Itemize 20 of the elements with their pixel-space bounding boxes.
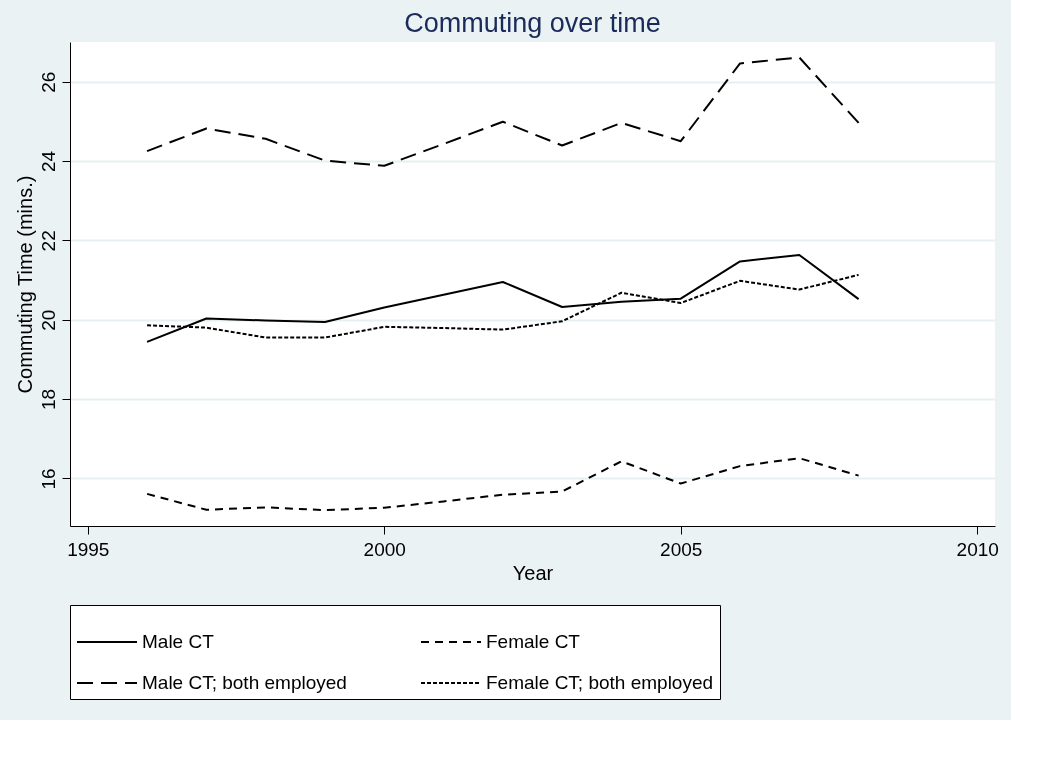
y-tick-label: 22 xyxy=(37,230,59,252)
y-tick-label: 16 xyxy=(37,468,59,490)
chart-title: Commuting over time xyxy=(404,8,661,38)
y-tick-label: 20 xyxy=(37,309,59,331)
legend-label: Male CT xyxy=(142,631,215,652)
legend-label: Male CT; both employed xyxy=(142,672,347,693)
y-axis-title: Commuting Time (mins.) xyxy=(13,175,36,394)
x-axis-title: Year xyxy=(512,561,554,584)
legend-label: Female CT; both employed xyxy=(486,672,714,693)
line-series xyxy=(146,56,860,167)
y-tick-label: 26 xyxy=(37,71,59,93)
y-tick-label: 24 xyxy=(37,150,59,173)
line-series xyxy=(146,254,860,343)
x-tick-label: 2000 xyxy=(363,538,406,560)
y-tick-label: 18 xyxy=(37,388,59,411)
line-series xyxy=(146,457,860,512)
x-tick-label: 1995 xyxy=(67,538,110,560)
legend-label: Female CT xyxy=(486,631,581,652)
x-tick-label: 2010 xyxy=(956,538,999,560)
x-tick-label: 2005 xyxy=(660,538,703,560)
